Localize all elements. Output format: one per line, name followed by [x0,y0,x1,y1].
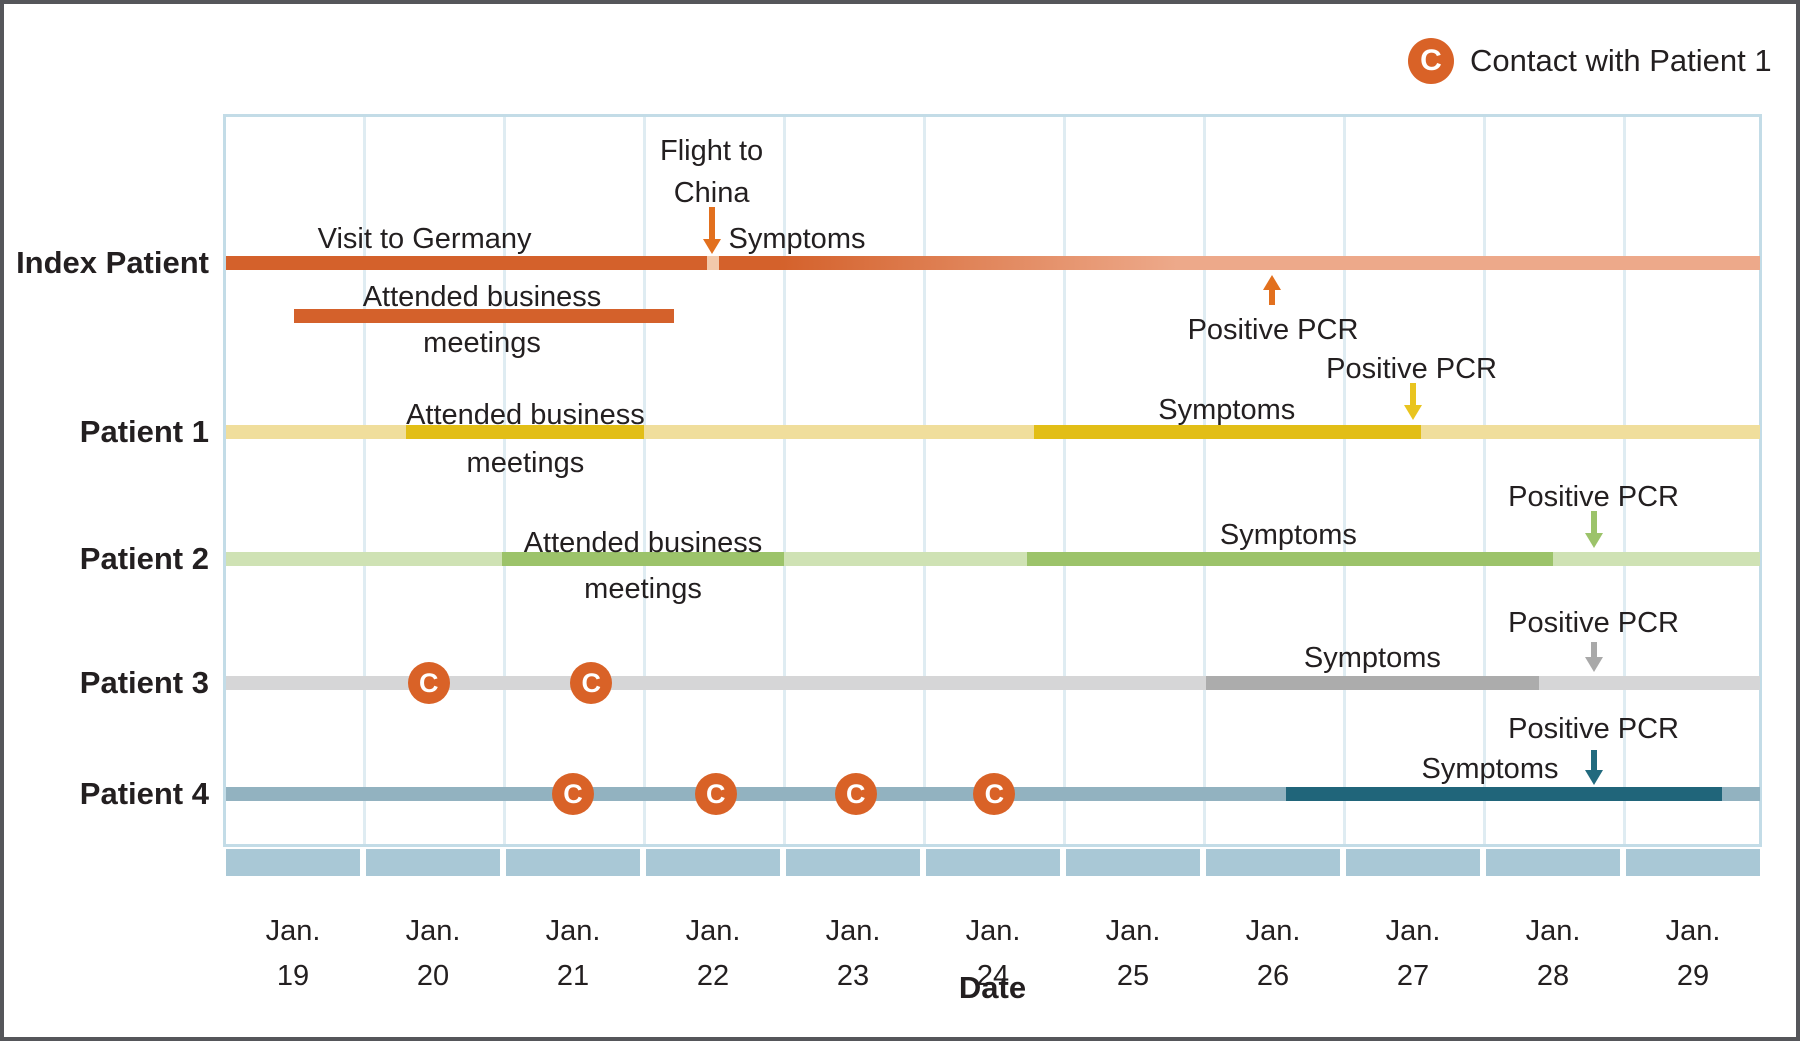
axis-tick-bar [1626,849,1760,876]
x-axis-title: Date [958,970,1027,1005]
arrow-head [1262,275,1281,290]
legend-label: Contact with Patient 1 [1470,43,1772,78]
row-label-patient-2: Patient 2 [79,541,209,576]
event-arrow-down [1584,511,1603,548]
sub-bar-index-patient [294,309,674,323]
contact-marker: C [694,773,737,815]
date-tick-label: Jan. 27 [1385,915,1441,992]
axis-tick-bar [1346,849,1480,876]
row-label-index-patient: Index Patient [16,245,209,280]
arrow-shaft [1590,511,1597,535]
segment-patient-2 [1026,552,1553,566]
event-arrow-down [1584,750,1603,785]
axis-tick-bar [506,849,640,876]
contact-marker: C [834,773,877,815]
date-tick-label: Jan. 23 [825,915,881,992]
axis-tick-bar [1206,849,1340,876]
date-tick-label: Jan. 24 [965,915,1021,992]
gridline [1063,117,1066,844]
row-label-patient-1: Patient 1 [79,414,209,449]
legend: C Contact with Patient 1 [1408,37,1772,85]
arrow-shaft [1590,750,1597,772]
flight-notch [707,256,719,270]
arrow-head [1584,770,1603,785]
arrow-shaft [1410,383,1416,407]
segment-patient-1 [1033,425,1422,439]
contact-marker: C [570,662,613,704]
gridline [923,117,926,844]
segment-patient-3 [1205,676,1539,690]
event-arrow-down [702,207,721,254]
axis-tick-bar [1486,849,1620,876]
contact-marker: C [552,773,594,815]
date-tick-label: Jan. 20 [405,915,461,992]
arrow-head [1584,657,1603,672]
plot-area [223,114,1762,847]
gridline [1483,117,1486,844]
arrow-head [1584,533,1603,548]
gridline [1203,117,1206,844]
segment-patient-1 [406,425,645,439]
gridline [363,117,366,844]
arrow-shaft [1590,642,1597,659]
segment-patient-2 [501,552,785,566]
date-tick-label: Jan. 22 [685,915,741,992]
date-tick-label: Jan. 26 [1245,915,1301,992]
axis-tick-bar [1066,849,1200,876]
axis-tick-bar [786,849,920,876]
event-arrow-down [1404,383,1422,420]
contact-marker-letter: C [1420,44,1442,77]
date-tick-label: Jan. 29 [1665,915,1721,992]
row-label-patient-3: Patient 3 [79,665,209,700]
contact-marker-icon: C [1408,38,1454,84]
arrow-head [702,239,721,254]
axis-tick-bar [646,849,780,876]
date-tick-label: Jan. 21 [545,915,601,992]
arrow-head [1404,405,1422,420]
gridline [1623,117,1626,844]
arrow-shaft [708,207,715,241]
segment-patient-4 [1285,787,1723,801]
gridline [783,117,786,844]
axis-tick-bar [926,849,1060,876]
event-arrow-down [1584,642,1603,672]
date-tick-label: Jan. 28 [1525,915,1581,992]
contact-marker: C [973,773,1016,815]
gridline [1343,117,1346,844]
date-tick-label: Jan. 19 [265,915,321,992]
axis-tick-bar [226,849,360,876]
pcr-arrow-up [1262,275,1281,305]
axis-tick-bar [366,849,500,876]
gridline [503,117,506,844]
row-label-patient-4: Patient 4 [79,776,209,811]
date-tick-label: Jan. 25 [1105,915,1161,992]
timeline-bar-index-patient [226,256,1760,270]
arrow-shaft [1268,288,1275,305]
gridline [643,117,646,844]
contact-marker: C [407,662,450,704]
